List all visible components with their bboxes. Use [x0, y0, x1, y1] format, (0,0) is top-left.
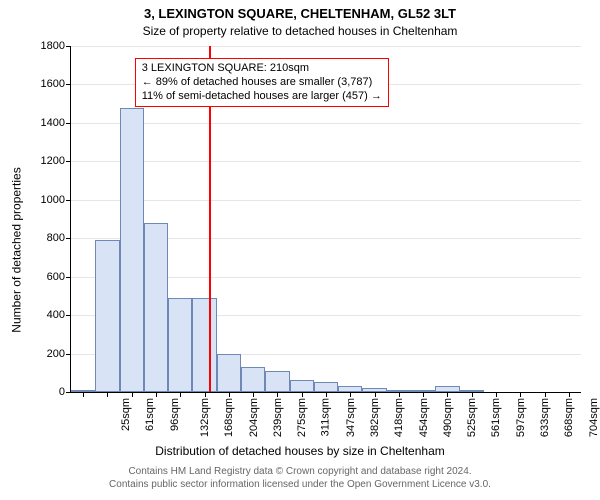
ytick-label: 1600 — [41, 78, 65, 90]
y-axis-label-text: Number of detached properties — [10, 167, 24, 332]
ytick-label: 800 — [47, 232, 65, 244]
ytick-label: 600 — [47, 271, 65, 283]
chart-container: 3, LEXINGTON SQUARE, CHELTENHAM, GL52 3L… — [0, 0, 600, 500]
xtick-mark — [350, 392, 351, 397]
xtick-mark — [107, 392, 108, 397]
annotation-line-3: 11% of semi-detached houses are larger (… — [142, 90, 382, 104]
histogram-bar — [192, 298, 216, 392]
xtick-label: 561sqm — [491, 398, 503, 437]
ytick-label: 200 — [47, 348, 65, 360]
xtick-label: 633sqm — [539, 398, 551, 437]
xtick-label: 668sqm — [563, 398, 575, 437]
xtick-label: 418sqm — [393, 398, 405, 437]
footer-line-1: Contains HM Land Registry data © Crown c… — [0, 466, 600, 479]
xtick-label: 168sqm — [223, 398, 235, 437]
ytick-label: 1200 — [41, 155, 65, 167]
xtick-label: 96sqm — [169, 398, 181, 431]
ytick-mark — [66, 238, 71, 239]
xtick-mark — [447, 392, 448, 397]
xtick-mark — [132, 392, 133, 397]
histogram-bar — [241, 367, 265, 392]
xtick-label: 132sqm — [199, 398, 211, 437]
annotation-box: 3 LEXINGTON SQUARE: 210sqm ← 89% of deta… — [135, 58, 389, 107]
xtick-label: 347sqm — [345, 398, 357, 437]
ytick-mark — [66, 46, 71, 47]
xtick-mark — [569, 392, 570, 397]
histogram-bar — [168, 298, 192, 392]
ytick-mark — [66, 123, 71, 124]
title-line-1: 3, LEXINGTON SQUARE, CHELTENHAM, GL52 3L… — [0, 6, 600, 21]
xtick-label: 61sqm — [144, 398, 156, 431]
ytick-mark — [66, 354, 71, 355]
xtick-mark — [156, 392, 157, 397]
xtick-mark — [545, 392, 546, 397]
ytick-mark — [66, 200, 71, 201]
histogram-bar — [144, 223, 168, 392]
xtick-mark — [229, 392, 230, 397]
xtick-mark — [253, 392, 254, 397]
histogram-bar — [95, 240, 119, 392]
xtick-label: 239sqm — [272, 398, 284, 437]
xtick-mark — [399, 392, 400, 397]
ytick-label: 0 — [59, 386, 65, 398]
gridline — [71, 123, 581, 124]
xtick-mark — [83, 392, 84, 397]
y-axis-label: Number of detached properties — [8, 0, 26, 500]
ytick-mark — [66, 277, 71, 278]
ytick-label: 400 — [47, 309, 65, 321]
xtick-label: 275sqm — [296, 398, 308, 437]
gridline — [71, 161, 581, 162]
histogram-bar — [217, 354, 241, 392]
xtick-mark — [375, 392, 376, 397]
ytick-mark — [66, 392, 71, 393]
footer: Contains HM Land Registry data © Crown c… — [0, 466, 600, 491]
title-line-2: Size of property relative to detached ho… — [0, 24, 600, 38]
xtick-label: 704sqm — [588, 398, 600, 437]
ytick-mark — [66, 315, 71, 316]
xtick-label: 204sqm — [248, 398, 260, 437]
ytick-label: 1800 — [41, 40, 65, 52]
xtick-mark — [423, 392, 424, 397]
x-axis-label: Distribution of detached houses by size … — [0, 444, 600, 458]
xtick-mark — [205, 392, 206, 397]
xtick-label: 454sqm — [418, 398, 430, 437]
xtick-mark — [520, 392, 521, 397]
xtick-label: 525sqm — [466, 398, 478, 437]
histogram-bar — [265, 371, 289, 392]
xtick-mark — [302, 392, 303, 397]
histogram-bar — [120, 108, 144, 392]
xtick-label: 25sqm — [120, 398, 132, 431]
histogram-bar — [290, 380, 314, 392]
xtick-label: 382sqm — [369, 398, 381, 437]
xtick-label: 597sqm — [515, 398, 527, 437]
gridline — [71, 200, 581, 201]
annotation-line-1: 3 LEXINGTON SQUARE: 210sqm — [142, 62, 382, 76]
xtick-label: 490sqm — [442, 398, 454, 437]
plot-area: 02004006008001000120014001600180025sqm61… — [70, 46, 581, 393]
xtick-label: 311sqm — [320, 398, 332, 436]
footer-line-2: Contains public sector information licen… — [0, 479, 600, 492]
ytick-mark — [66, 84, 71, 85]
ytick-label: 1400 — [41, 117, 65, 129]
xtick-mark — [326, 392, 327, 397]
histogram-bar — [314, 382, 338, 392]
gridline — [71, 46, 581, 47]
xtick-mark — [277, 392, 278, 397]
ytick-mark — [66, 161, 71, 162]
xtick-mark — [472, 392, 473, 397]
xtick-mark — [180, 392, 181, 397]
xtick-mark — [496, 392, 497, 397]
ytick-label: 1000 — [41, 194, 65, 206]
annotation-line-2: ← 89% of detached houses are smaller (3,… — [142, 76, 382, 90]
